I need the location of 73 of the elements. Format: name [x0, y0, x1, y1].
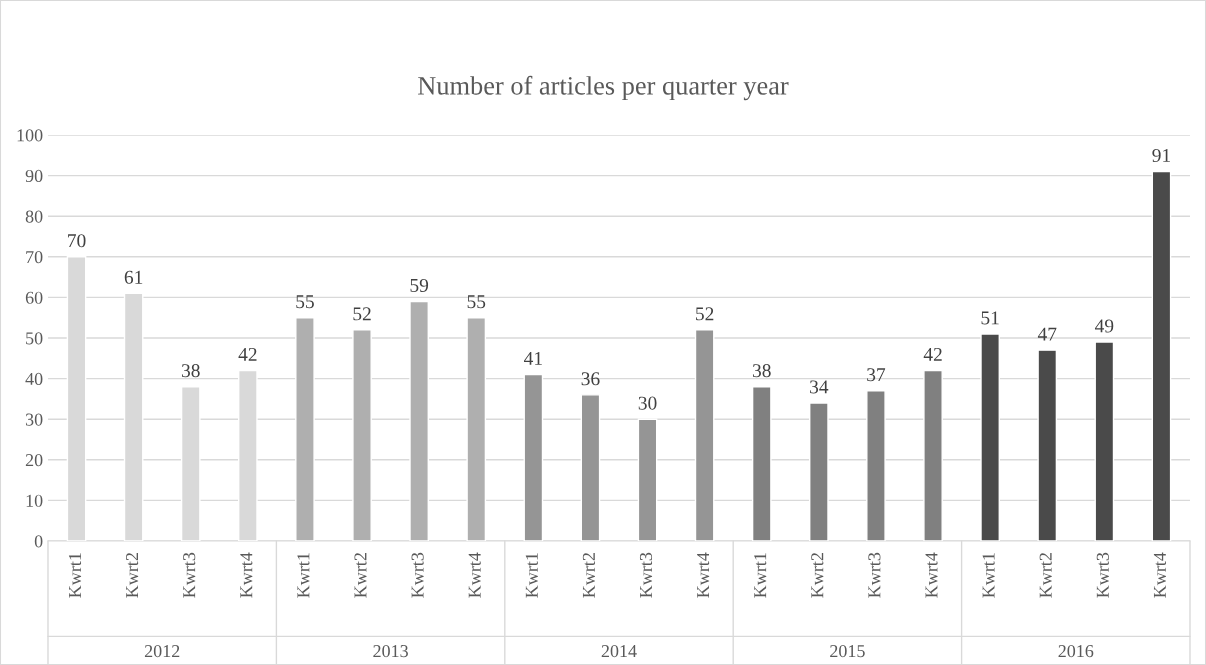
x-tick-label: Kwrt2	[811, 553, 824, 598]
bar	[980, 333, 1000, 541]
text: 2015	[830, 644, 865, 658]
y-tick-label: 30	[25, 413, 43, 426]
bar	[523, 373, 544, 541]
x-tick-label: Kwrt4	[1153, 552, 1166, 598]
bar	[637, 418, 658, 541]
data-label: 51	[981, 311, 999, 325]
text: 2012	[144, 644, 180, 658]
bar	[409, 300, 429, 541]
data-label: 42	[238, 347, 257, 361]
data-label: 52	[353, 307, 371, 321]
bar	[295, 317, 315, 541]
x-tick-label: Kwrt3	[639, 552, 653, 598]
bar	[1037, 349, 1058, 541]
x-tick-label: Kwrt4	[240, 552, 253, 598]
x-tick-label: Kwrt3	[868, 552, 881, 598]
data-label: 55	[296, 295, 314, 309]
x-tick-label: Kwrt1	[297, 553, 310, 598]
y-tick-label: 70	[26, 251, 43, 264]
x-tick-label: Kwrt4	[468, 552, 481, 598]
data-label: 52	[696, 307, 714, 321]
bar	[580, 394, 601, 541]
data-label: 47	[1037, 327, 1057, 341]
chart-title: Number of articles per quarter year	[418, 75, 789, 101]
bar	[751, 386, 772, 541]
bar	[352, 329, 372, 541]
data-label: 41	[524, 352, 542, 365]
data-label: 59	[410, 278, 429, 292]
bar	[694, 329, 715, 541]
y-tick-label: 100	[17, 129, 43, 142]
bar	[809, 402, 829, 541]
data-label: 70	[68, 234, 86, 248]
bar	[1094, 341, 1115, 541]
text: 2013	[373, 644, 408, 658]
x-tick-label: Kwrt4	[925, 552, 938, 598]
x-tick-label: Kwrt3	[411, 552, 424, 598]
y-tick-label: 50	[26, 332, 43, 345]
data-label: 36	[581, 372, 600, 386]
data-label: 38	[181, 364, 200, 378]
y-tick-label: 20	[25, 454, 43, 467]
x-tick-label: Kwrt4	[697, 552, 710, 598]
x-tick-label: Kwrt1	[68, 553, 82, 598]
text: 2016	[1058, 644, 1094, 658]
x-tick-label: Kwrt1	[525, 553, 538, 598]
data-label: 30	[638, 396, 657, 410]
bar	[866, 390, 886, 541]
data-label: 37	[867, 368, 886, 382]
y-tick-label: 80	[25, 210, 43, 223]
data-label: 38	[752, 364, 771, 378]
y-tick-label: 60	[25, 291, 43, 304]
y-tick-label: 90	[25, 169, 43, 183]
x-tick-label: Kwrt2	[126, 553, 139, 598]
y-tick-label: 40	[25, 372, 43, 386]
x-tick-label: Kwrt1	[754, 553, 767, 598]
x-tick-label: Kwrt3	[183, 552, 196, 598]
data-label: 61	[124, 270, 143, 284]
data-label: 42	[923, 347, 942, 361]
data-label: 55	[467, 295, 486, 309]
data-label: 34	[810, 380, 829, 394]
bar	[1151, 170, 1172, 541]
x-tick-label: Kwrt2	[354, 553, 367, 598]
data-label: 91	[1152, 148, 1171, 163]
x-tick-label: Kwrt3	[1096, 552, 1109, 598]
x-tick-label: Kwrt1	[982, 553, 995, 598]
x-tick-label: Kwrt2	[1039, 553, 1052, 598]
y-tick-label: 10	[26, 494, 43, 507]
x-tick-label: Kwrt2	[582, 553, 595, 598]
bar	[923, 369, 943, 541]
y-tick-label: 0	[34, 535, 43, 548]
data-label: 49	[1095, 319, 1114, 333]
bar	[466, 317, 487, 541]
text: 2014	[601, 644, 637, 658]
